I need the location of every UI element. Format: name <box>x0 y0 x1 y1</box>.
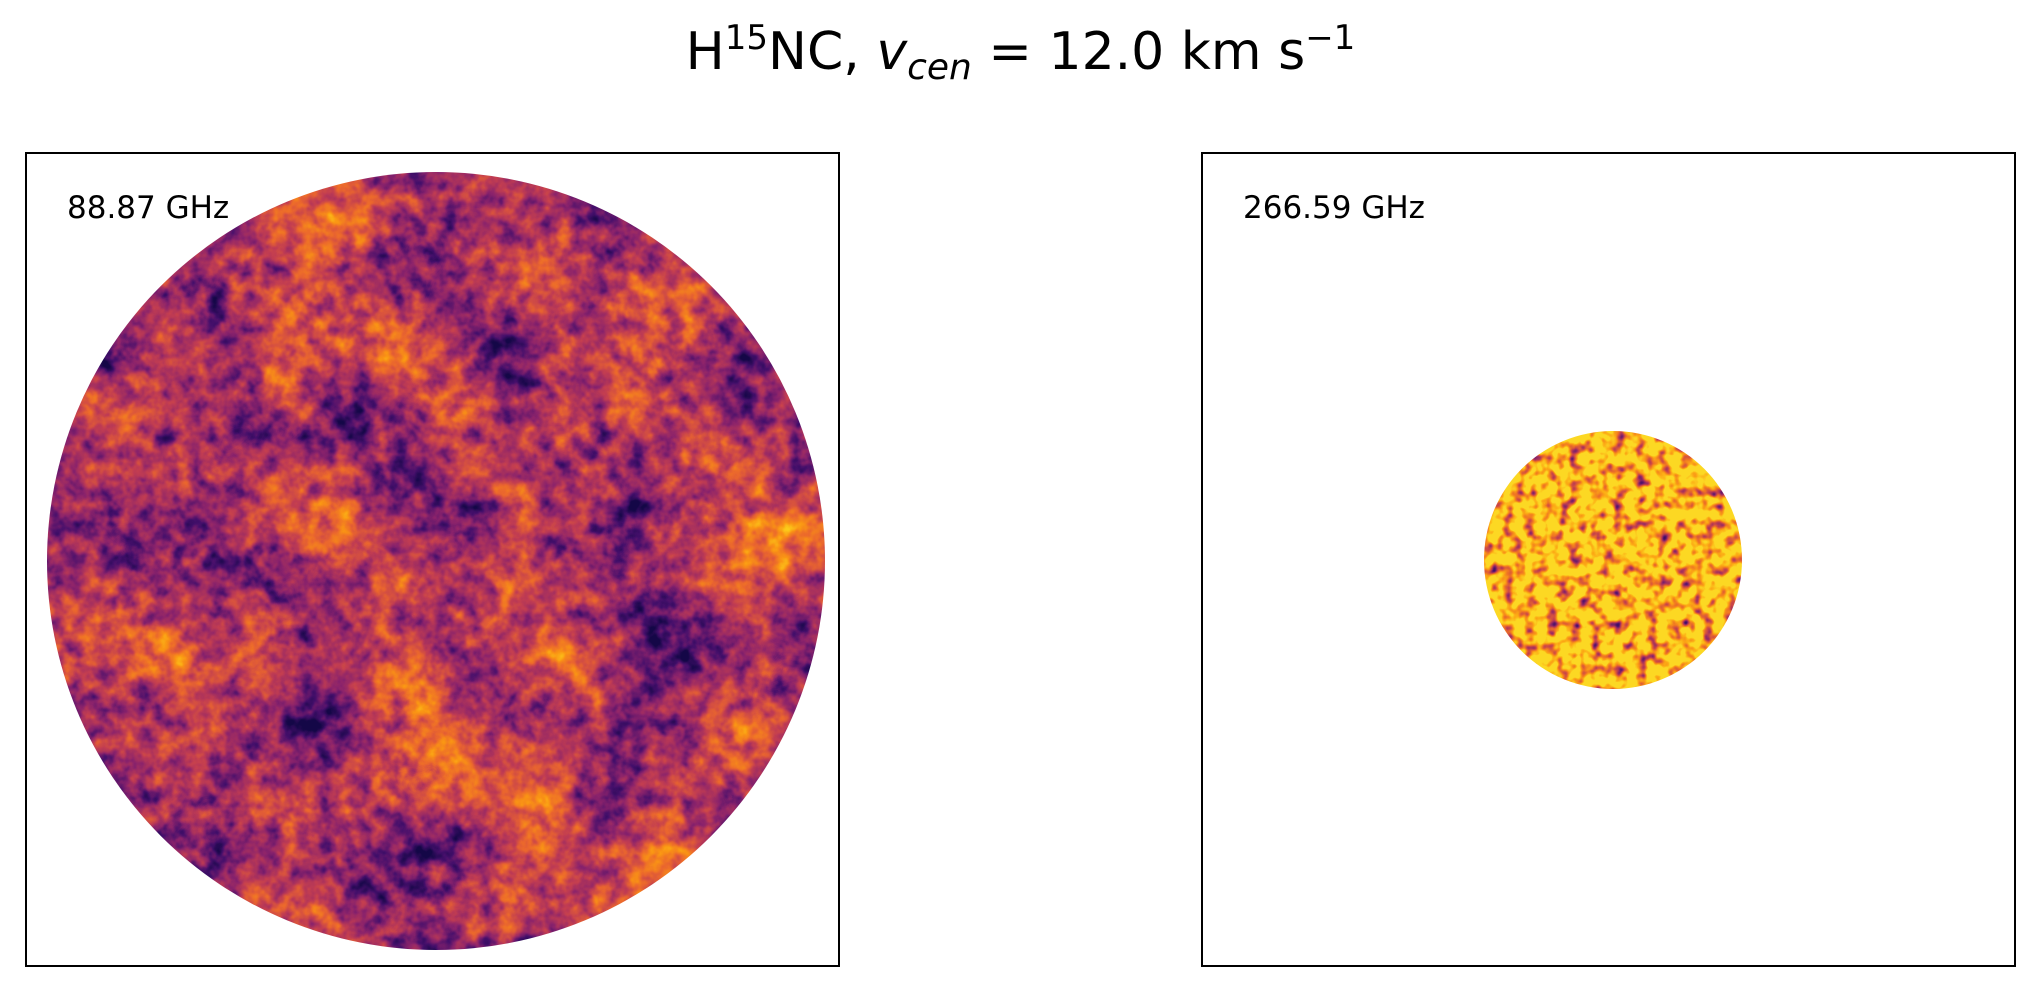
frequency-label-266-ghz: 266.59 GHz <box>1243 190 1425 226</box>
intensity-map-266-ghz <box>1484 431 1742 689</box>
title-unit-exponent: −1 <box>1305 18 1356 58</box>
frequency-label-88-ghz: 88.87 GHz <box>67 190 230 226</box>
intensity-map-88-ghz <box>47 172 825 950</box>
title-molecule-prefix: H <box>685 22 725 82</box>
panel-266-ghz: 266.59 GHz <box>1201 152 2016 967</box>
map-disk-266-ghz <box>1484 431 1742 689</box>
panel-88-ghz: 88.87 GHz <box>25 152 840 967</box>
figure-title: H15NC, vcen = 12.0 km s−1 <box>0 21 2041 86</box>
map-disk-88-ghz <box>47 172 825 950</box>
title-velocity-value: = 12.0 km s <box>971 22 1306 82</box>
title-molecule-suffix: NC, <box>768 22 877 82</box>
title-isotope: 15 <box>724 18 769 58</box>
title-velocity-symbol: v <box>876 22 908 82</box>
title-velocity-subscript: cen <box>907 47 972 88</box>
